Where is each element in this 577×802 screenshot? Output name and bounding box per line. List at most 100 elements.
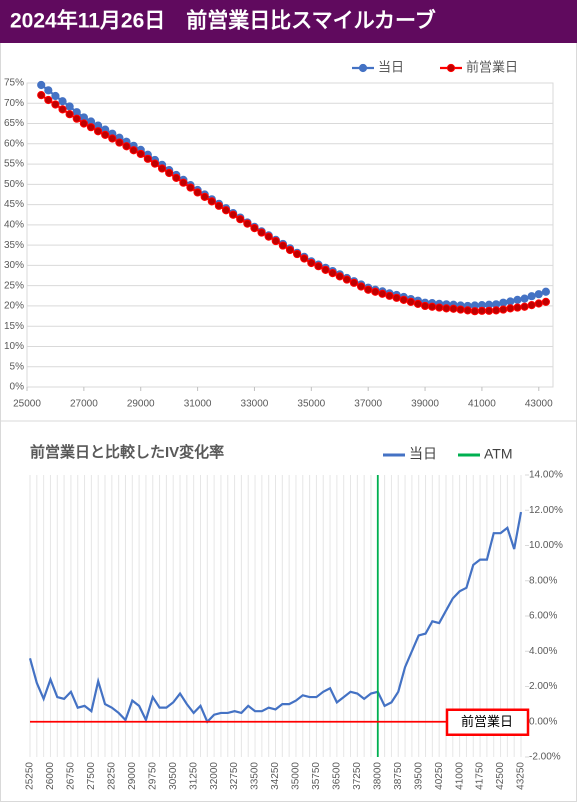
legend-label: 当日 <box>378 59 404 74</box>
x-tick-label: 37250 <box>352 762 363 790</box>
x-tick-label: 32750 <box>229 762 240 790</box>
series-marker <box>534 290 543 299</box>
y-tick-label: 75% <box>4 78 24 89</box>
series-marker <box>499 305 508 314</box>
x-tick-label: 31250 <box>188 762 199 790</box>
legend-label: ATM <box>484 446 513 462</box>
series-marker <box>442 304 451 313</box>
header-bar <box>0 0 577 43</box>
baseline-label: 前営業日 <box>461 714 513 729</box>
series-marker <box>207 197 216 206</box>
x-tick-label: 37000 <box>354 399 382 410</box>
x-tick-label: 43250 <box>516 762 527 790</box>
series-marker <box>165 168 174 178</box>
y-tick-label: 65% <box>4 118 24 129</box>
x-tick-label: 42500 <box>495 762 506 790</box>
y-tick-label: 55% <box>4 159 24 170</box>
series-marker <box>456 305 465 314</box>
x-tick-label: 38000 <box>372 762 383 790</box>
y-tick-label: 35% <box>4 240 24 251</box>
x-tick-label: 26000 <box>45 762 56 790</box>
series-marker <box>115 138 124 147</box>
x-tick-label: 32000 <box>209 762 220 790</box>
series-marker <box>463 306 472 315</box>
series-marker <box>37 91 46 100</box>
series-marker <box>520 294 529 303</box>
chart-title: 前営業日と比較したIV変化率 <box>30 443 224 461</box>
series-marker <box>200 192 209 201</box>
series-marker <box>172 173 181 182</box>
series-marker <box>300 254 309 263</box>
y-tick-label: 40% <box>4 220 24 231</box>
plot-border <box>26 82 554 388</box>
x-tick-label: 26750 <box>66 762 77 790</box>
series-marker <box>356 282 366 291</box>
series-marker <box>65 102 74 111</box>
y-tick-label: 70% <box>4 98 24 109</box>
series-marker <box>186 183 195 192</box>
series-marker <box>420 301 430 311</box>
x-tick-label: 36500 <box>332 762 343 790</box>
y2-tick-label: -2.00% <box>529 752 561 763</box>
series-marker <box>93 127 103 136</box>
series-marker <box>506 304 515 313</box>
x-tick-label: 27000 <box>70 399 98 410</box>
series-marker <box>108 134 117 143</box>
series-marker <box>79 119 88 128</box>
series-marker <box>477 306 487 315</box>
series-marker <box>428 302 437 311</box>
legend-marker <box>358 63 368 73</box>
y-tick-label: 60% <box>4 138 24 149</box>
y-tick-label: 10% <box>4 341 24 352</box>
series-line <box>28 511 523 724</box>
series-marker <box>534 299 543 308</box>
x-tick-label: 34250 <box>270 762 281 790</box>
series-marker <box>449 304 458 313</box>
y2-tick-label: 14.00% <box>529 470 563 481</box>
series-marker <box>136 149 145 159</box>
series-marker <box>44 95 53 105</box>
series-marker <box>364 285 373 294</box>
series-marker <box>371 287 380 296</box>
page-title: 2024年11月26日 前営業日比スマイルカーブ <box>10 9 436 33</box>
series-marker <box>513 303 522 312</box>
series-marker <box>492 306 501 315</box>
legend-label: 前営業日 <box>466 59 518 74</box>
y-tick-label: 30% <box>4 260 24 271</box>
legend-marker <box>446 63 456 73</box>
series-marker <box>214 201 224 210</box>
x-tick-label: 25000 <box>13 399 41 410</box>
y2-tick-label: 2.00% <box>529 681 557 692</box>
series-marker <box>236 215 245 224</box>
series-marker <box>37 80 46 90</box>
series-marker <box>335 272 344 281</box>
series-marker <box>435 303 444 312</box>
series-marker <box>58 97 67 106</box>
x-tick-label: 35000 <box>291 762 302 790</box>
x-tick-label: 39000 <box>411 399 439 410</box>
baseline-label-box <box>445 708 530 736</box>
series-marker <box>179 178 188 187</box>
series-marker <box>72 114 81 123</box>
series-marker <box>129 146 138 155</box>
y-tick-label: 5% <box>10 361 25 372</box>
y2-tick-label: 8.00% <box>529 575 557 586</box>
series-marker <box>527 292 536 301</box>
series-marker <box>392 293 401 302</box>
series-marker <box>264 232 273 241</box>
series-marker <box>143 154 152 163</box>
y2-tick-label: 0.00% <box>529 716 557 727</box>
x-tick-label: 29000 <box>127 399 155 410</box>
y2-tick-label: 4.00% <box>529 646 557 657</box>
x-tick-label: 43000 <box>525 399 553 410</box>
y2-tick-label: 10.00% <box>529 540 563 551</box>
series-marker <box>221 206 231 215</box>
series-marker <box>101 130 110 139</box>
series-marker <box>250 224 259 233</box>
series-marker <box>527 301 536 310</box>
series-marker <box>328 269 337 278</box>
series-marker <box>271 236 280 246</box>
series-marker <box>51 100 60 109</box>
x-tick-label: 41000 <box>454 762 465 790</box>
